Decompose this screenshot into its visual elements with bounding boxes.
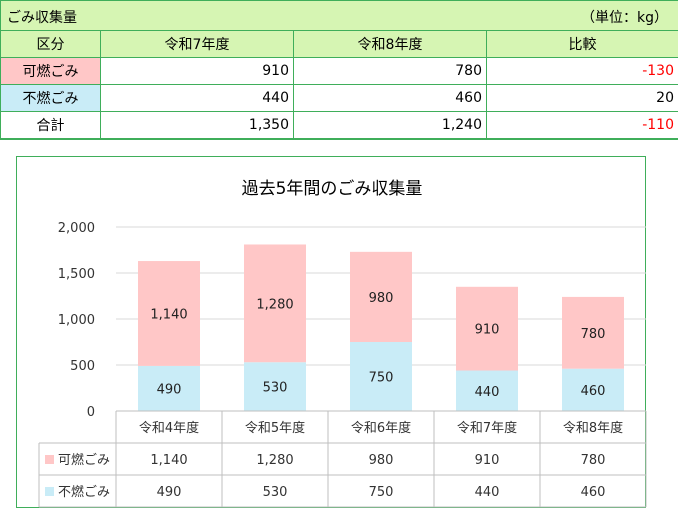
table-value: 1,280	[256, 453, 293, 468]
bar-burnable	[138, 261, 200, 366]
data-label: 780	[581, 327, 606, 342]
cell-diff: 20	[486, 84, 678, 112]
bar-burnable	[244, 244, 306, 363]
stacked-bar-chart: 過去5年間のごみ収集量 0 500 1,000 1,500 2,000 490 1,140 53…	[38, 179, 647, 508]
bar-nonburnable	[244, 362, 306, 411]
cell-r7: 1,350	[100, 111, 294, 140]
row-label-total: 合計	[0, 111, 101, 140]
data-label: 910	[475, 323, 500, 338]
table-value: 910	[475, 453, 500, 468]
y-tick-label: 1,500	[58, 267, 95, 282]
summary-title: ごみ収集量	[7, 10, 77, 26]
legend-key	[45, 455, 54, 464]
header-category: 区分	[0, 30, 101, 58]
table-row: 不燃ごみ 440 460 20	[0, 84, 678, 112]
data-label: 750	[369, 371, 394, 386]
table-value: 980	[369, 453, 394, 468]
table-value: 750	[369, 485, 394, 500]
cell-r8: 1,240	[293, 111, 487, 140]
table-value: 490	[157, 485, 182, 500]
table-value: 440	[475, 485, 500, 500]
legend-label: 不燃ごみ	[58, 484, 110, 500]
data-label: 490	[157, 382, 182, 397]
bar-nonburnable	[562, 368, 624, 411]
cell-r7: 440	[100, 84, 294, 112]
table-value: 780	[581, 453, 606, 468]
y-tick-label: 1,000	[58, 313, 95, 328]
legend-key	[45, 487, 54, 496]
row-label-nonburnable: 不燃ごみ	[0, 84, 101, 112]
x-category-label: 令和5年度	[245, 420, 305, 436]
x-category-label: 令和7年度	[457, 420, 517, 436]
data-label: 1,280	[256, 297, 293, 312]
x-category-label: 令和4年度	[139, 420, 199, 436]
data-label: 460	[581, 384, 606, 399]
cell-r7: 910	[100, 57, 294, 85]
chart-title: 過去5年間のごみ収集量	[242, 179, 423, 199]
table-value: 460	[581, 485, 606, 500]
bar-nonburnable	[138, 365, 200, 411]
row-label-burnable: 可燃ごみ	[0, 57, 101, 85]
data-label: 530	[263, 381, 288, 396]
chart-panel: 過去5年間のごみ収集量 0 500 1,000 1,500 2,000 490 1,140 53…	[16, 156, 647, 508]
summary-title-row: ごみ収集量 （単位：kg）	[0, 0, 678, 31]
bar-burnable	[350, 251, 412, 342]
summary-table: ごみ収集量 （単位：kg） 区分 令和7年度 令和8年度 比較 可燃ごみ 910…	[0, 0, 678, 140]
table-value: 530	[263, 485, 288, 500]
cell-r8: 780	[293, 57, 487, 85]
header-r7: 令和7年度	[100, 30, 294, 58]
table-row: 合計 1,350 1,240 -110	[0, 111, 678, 140]
y-tick-label: 2,000	[58, 221, 95, 236]
cell-diff: -110	[486, 111, 678, 140]
cell-r8: 460	[293, 84, 487, 112]
x-category-label: 令和6年度	[351, 420, 411, 436]
table-value: 1,140	[150, 453, 187, 468]
x-category-label: 令和8年度	[563, 420, 623, 436]
legend-label: 可燃ごみ	[58, 452, 110, 468]
summary-title-cell: ごみ収集量 （単位：kg）	[0, 0, 678, 31]
bar-nonburnable	[456, 370, 518, 411]
bar-nonburnable	[350, 342, 412, 411]
data-label: 1,140	[150, 307, 187, 322]
bar-burnable	[456, 286, 518, 371]
summary-unit: （単位：kg）	[581, 10, 668, 26]
y-tick-label: 0	[87, 405, 95, 420]
cell-diff: -130	[486, 57, 678, 85]
table-row: 可燃ごみ 910 780 -130	[0, 57, 678, 85]
y-tick-label: 500	[70, 359, 95, 374]
data-label: 980	[369, 291, 394, 306]
bar-burnable	[562, 296, 624, 369]
summary-header-row: 区分 令和7年度 令和8年度 比較	[0, 30, 678, 58]
data-label: 440	[475, 385, 500, 400]
header-r8: 令和8年度	[293, 30, 487, 58]
header-diff: 比較	[486, 30, 678, 58]
